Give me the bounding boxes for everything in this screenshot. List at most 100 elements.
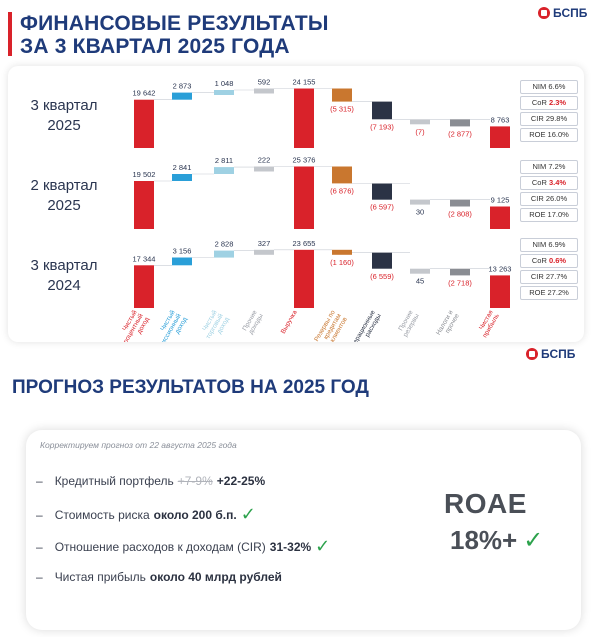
period-label-2: 3 квартал 2024 bbox=[8, 256, 120, 296]
forecast-item-0-old-value: +7-9% bbox=[177, 474, 213, 488]
forecast-item-1-value: около 200 б.п. bbox=[153, 507, 237, 522]
data-label-2-8: (2 718) bbox=[448, 278, 472, 287]
bspb-logo-bottom-text: БСПБ bbox=[541, 347, 576, 361]
kpi-label: CoR bbox=[531, 98, 549, 107]
data-label-2-7: 45 bbox=[416, 277, 424, 286]
data-label-2-3: 327 bbox=[258, 239, 271, 248]
title-line-1: ФИНАНСОВЫЕ РЕЗУЛЬТАТЫ bbox=[20, 12, 329, 35]
forecast-item-3-text: Чистая прибыль bbox=[54, 570, 146, 584]
category-label-4-line-0: Выручка bbox=[280, 309, 299, 335]
kpi-label: ROE bbox=[529, 288, 548, 297]
kpi-value: 27.2% bbox=[547, 288, 569, 297]
bar-0-0 bbox=[134, 99, 154, 148]
kpi-roe-2: ROE 27.2% bbox=[520, 286, 578, 300]
bar-0-4 bbox=[294, 88, 314, 148]
kpi-cir-1: CIR 26.0% bbox=[520, 192, 578, 206]
forecast-item-2-dash: – bbox=[36, 539, 43, 554]
data-label-0-3: 592 bbox=[258, 78, 271, 87]
data-label-1-4: 25 376 bbox=[293, 156, 316, 165]
data-label-1-2: 2 811 bbox=[215, 156, 233, 165]
data-label-2-1: 3 156 bbox=[173, 247, 192, 256]
kpi-value: 2.3% bbox=[548, 98, 567, 107]
bar-1-5 bbox=[332, 166, 352, 184]
kpi-label: ROE bbox=[529, 130, 548, 139]
kpi-value: 3.4% bbox=[548, 178, 567, 187]
kpi-value: 6.6% bbox=[548, 82, 566, 91]
data-label-2-6: (6 559) bbox=[370, 272, 394, 281]
bspb-logo: БСПБ bbox=[538, 6, 587, 20]
forecast-item-1-dash: – bbox=[36, 507, 43, 522]
kpi-label: NIM bbox=[532, 162, 549, 171]
kpi-value: 27.7% bbox=[545, 272, 568, 281]
data-label-1-6: (6 597) bbox=[370, 203, 394, 212]
kpi-cir-0: CIR 29.8% bbox=[520, 112, 578, 126]
bar-2-7 bbox=[410, 268, 430, 274]
kpi-cor-0: CoR 2.3% bbox=[520, 96, 578, 110]
data-label-0-1: 2 873 bbox=[173, 82, 192, 91]
bspb-logo-bottom-icon bbox=[526, 348, 538, 360]
bspb-logo-bottom: БСПБ bbox=[526, 347, 575, 361]
bar-1-1 bbox=[172, 174, 192, 181]
bar-0-5 bbox=[332, 88, 352, 102]
data-label-2-2: 2 828 bbox=[215, 240, 234, 249]
forecast-item-2-text: Отношение расходов к доходам (CIR) bbox=[54, 539, 266, 554]
forecast-title: ПРОГНОЗ РЕЗУЛЬТАТОВ НА 2025 ГОД bbox=[12, 377, 369, 398]
data-label-0-9: 8 763 bbox=[491, 115, 510, 124]
forecast-item-0-text: Кредитный портфель bbox=[54, 474, 174, 488]
roae-value-block: 18%+ ✓ bbox=[450, 525, 543, 556]
bar-2-3 bbox=[254, 249, 274, 255]
bar-0-7 bbox=[410, 119, 430, 125]
checkmark-icon: ✓ bbox=[315, 536, 331, 556]
bar-0-9 bbox=[490, 126, 510, 148]
period-label-1-line1: 2 квартал bbox=[30, 177, 98, 194]
forecast-item-0-value: +22-25% bbox=[216, 474, 266, 488]
bar-1-8 bbox=[450, 199, 470, 207]
bspb-logo-icon bbox=[538, 7, 550, 19]
kpi-cir-2: CIR 27.7% bbox=[520, 270, 578, 284]
forecast-item-3-value: около 40 млрд рублей bbox=[149, 570, 282, 584]
data-label-1-5: (6 876) bbox=[330, 187, 354, 196]
data-label-1-1: 2 841 bbox=[173, 163, 192, 172]
page-title: ФИНАНСОВЫЕ РЕЗУЛЬТАТЫ ЗА 3 КВАРТАЛ 2025 … bbox=[20, 12, 329, 58]
data-label-0-6: (7 193) bbox=[370, 122, 394, 131]
bar-1-0 bbox=[134, 181, 154, 229]
kpi-roe-1: ROE 17.0% bbox=[520, 208, 578, 222]
financial-results-section: ФИНАНСОВЫЕ РЕЗУЛЬТАТЫ ЗА 3 КВАРТАЛ 2025 … bbox=[8, 6, 588, 342]
bar-2-8 bbox=[450, 268, 470, 276]
data-label-0-2: 1 048 bbox=[215, 79, 234, 88]
kpi-value: 16.0% bbox=[547, 130, 569, 139]
kpi-label: CIR bbox=[530, 114, 546, 123]
checkmark-icon: ✓ bbox=[523, 527, 544, 554]
forecast-card: Корректируем прогноз от 22 августа 2025 … bbox=[26, 430, 581, 630]
bar-2-4 bbox=[294, 249, 314, 308]
waterfall-chart-card: 3 квартал 2025 2 квартал 2025 3 квартал … bbox=[8, 66, 584, 342]
data-label-1-8: (2 808) bbox=[448, 210, 472, 219]
data-label-2-4: 23 655 bbox=[293, 239, 316, 248]
kpi-cor-1: CoR 3.4% bbox=[520, 176, 578, 190]
bar-2-0 bbox=[134, 265, 154, 308]
roae-value: 18%+ bbox=[450, 525, 518, 555]
data-label-2-5: (1 160) bbox=[330, 258, 354, 267]
period-label-1-line2: 2025 bbox=[47, 197, 81, 214]
data-label-0-5: (5 315) bbox=[330, 105, 354, 114]
period-label-0-line2: 2025 bbox=[47, 117, 81, 134]
kpi-value: 26.0% bbox=[545, 194, 568, 203]
kpi-label: CIR bbox=[530, 194, 546, 203]
bar-2-1 bbox=[172, 257, 192, 266]
data-label-2-9: 13 263 bbox=[489, 264, 512, 273]
kpi-nim-0: NIM 6.6% bbox=[520, 80, 578, 94]
forecast-item-2-value: 31-32% bbox=[269, 539, 312, 554]
kpi-value: 29.8% bbox=[545, 114, 568, 123]
kpi-cor-2: CoR 0.6% bbox=[520, 254, 578, 268]
kpi-label: ROE bbox=[529, 210, 548, 219]
kpi-label: CIR bbox=[530, 272, 546, 281]
data-label-0-8: (2 877) bbox=[448, 129, 472, 138]
bar-2-2 bbox=[214, 250, 234, 258]
data-label-1-7: 30 bbox=[416, 208, 424, 217]
period-label-2-line1: 3 квартал bbox=[30, 257, 98, 274]
